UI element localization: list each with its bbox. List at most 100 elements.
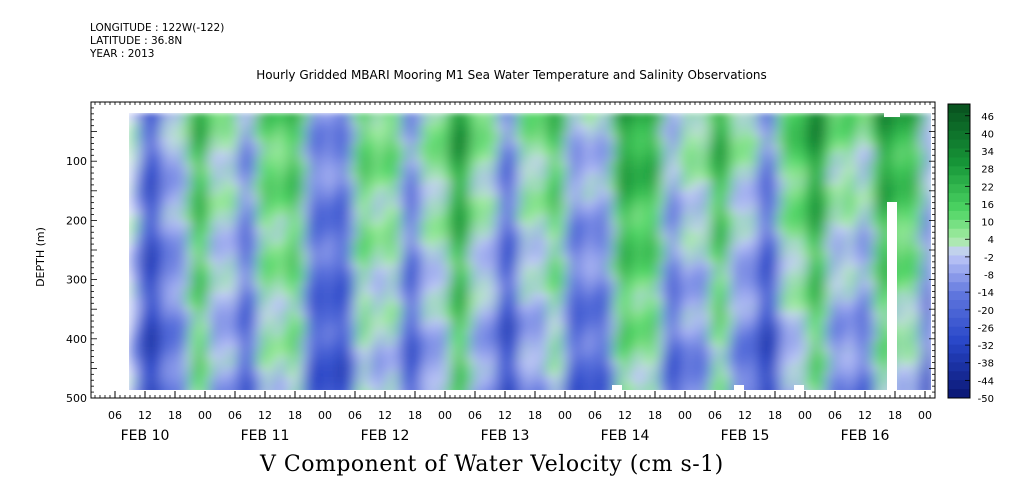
heatmap-cell: [425, 155, 430, 162]
heatmap-cell: [445, 263, 450, 270]
heatmap-cell: [133, 167, 138, 174]
heatmap-cell: [361, 137, 366, 144]
heatmap-cell: [305, 383, 310, 390]
heatmap-cell: [261, 323, 266, 330]
heatmap-cell: [285, 215, 290, 222]
heatmap-cell: [533, 197, 538, 204]
heatmap-cell: [349, 173, 354, 180]
heatmap-cell: [505, 287, 510, 294]
heatmap-cell: [453, 209, 458, 216]
heatmap-cell: [345, 119, 350, 126]
heatmap-cell: [229, 359, 234, 366]
heatmap-cell: [541, 287, 546, 294]
heatmap-cell: [437, 329, 442, 336]
heatmap-cell: [301, 185, 306, 192]
heatmap-cell: [149, 389, 154, 390]
heatmap-cell: [525, 275, 530, 282]
heatmap-cell: [549, 293, 554, 300]
heatmap-cell: [369, 239, 374, 246]
heatmap-cell: [245, 371, 250, 378]
heatmap-cell: [521, 245, 526, 252]
heatmap-cell: [433, 191, 438, 198]
heatmap-cell: [409, 239, 414, 246]
heatmap-cell: [397, 185, 402, 192]
heatmap-cell: [477, 251, 482, 258]
heatmap-cell: [281, 353, 286, 360]
heatmap-cell: [413, 233, 418, 240]
heatmap-cell: [501, 359, 506, 366]
heatmap-cell: [401, 143, 406, 150]
heatmap-cell: [545, 383, 550, 390]
heatmap-cell: [469, 215, 474, 222]
heatmap-cell: [217, 185, 222, 192]
heatmap-cell: [501, 269, 506, 276]
heatmap-cell: [217, 245, 222, 252]
heatmap-cell: [237, 299, 242, 306]
heatmap-cell: [201, 293, 206, 300]
heatmap-cell: [429, 335, 434, 342]
heatmap-cell: [513, 251, 518, 258]
heatmap-cell: [217, 191, 222, 198]
heatmap-cell: [517, 341, 522, 348]
heatmap-cell: [169, 269, 174, 276]
heatmap-cell: [517, 311, 522, 318]
heatmap-cell: [409, 167, 414, 174]
heatmap-cell: [397, 143, 402, 150]
heatmap-cell: [469, 209, 474, 216]
heatmap-cell: [165, 377, 170, 384]
heatmap-cell: [485, 137, 490, 144]
heatmap-cell: [329, 353, 334, 360]
heatmap-cell: [337, 341, 342, 348]
heatmap-cell: [329, 233, 334, 240]
heatmap-cell: [369, 197, 374, 204]
heatmap-cell: [465, 329, 470, 336]
heatmap-cell: [521, 167, 526, 174]
heatmap-cell: [257, 161, 262, 168]
heatmap-cell: [249, 251, 254, 258]
heatmap-cell: [385, 335, 390, 342]
heatmap-cell: [177, 137, 182, 144]
heatmap-cell: [261, 299, 266, 306]
heatmap-cell: [453, 251, 458, 258]
heatmap-cell: [457, 221, 462, 228]
heatmap-cell: [521, 257, 526, 264]
heatmap-cell: [373, 161, 378, 168]
heatmap-cell: [285, 119, 290, 126]
heatmap-cell: [337, 293, 342, 300]
heatmap-cell: [469, 221, 474, 228]
heatmap-cell: [265, 371, 270, 378]
heatmap-cell: [341, 227, 346, 234]
heatmap-cell: [285, 281, 290, 288]
heatmap-cell: [269, 371, 274, 378]
heatmap-cell: [369, 347, 374, 354]
heatmap-cell: [141, 251, 146, 258]
heatmap-cell: [353, 167, 358, 174]
heatmap-cell: [513, 389, 518, 390]
heatmap-cell: [213, 191, 218, 198]
heatmap-cell: [149, 203, 154, 210]
heatmap-cell: [265, 347, 270, 354]
heatmap-cell: [301, 161, 306, 168]
heatmap-cell: [481, 113, 486, 120]
heatmap-cell: [329, 167, 334, 174]
heatmap-cell: [289, 371, 294, 378]
heatmap-cell: [241, 299, 246, 306]
heatmap-cell: [313, 131, 318, 138]
heatmap-cell: [453, 155, 458, 162]
heatmap-cell: [497, 113, 502, 120]
heatmap-cell: [437, 377, 442, 384]
heatmap-cell: [213, 215, 218, 222]
heatmap-cell: [205, 203, 210, 210]
heatmap-cell: [397, 209, 402, 216]
heatmap-cell: [233, 293, 238, 300]
heatmap-cell: [545, 215, 550, 222]
heatmap-cell: [325, 353, 330, 360]
heatmap-cell: [181, 389, 186, 390]
heatmap-cell: [409, 119, 414, 126]
heatmap-cell: [481, 341, 486, 348]
heatmap-cell: [493, 161, 498, 168]
heatmap-cell: [533, 161, 538, 168]
heatmap-cell: [317, 197, 322, 204]
heatmap-cell: [157, 161, 162, 168]
heatmap-cell: [393, 275, 398, 282]
